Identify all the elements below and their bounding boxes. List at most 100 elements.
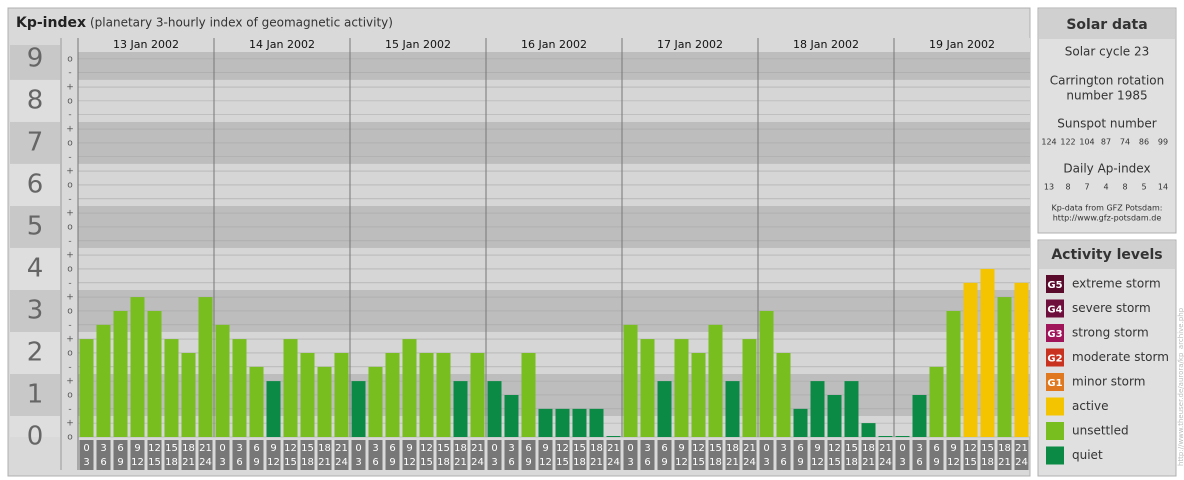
bar bbox=[215, 324, 230, 437]
hour-start: 12 bbox=[284, 443, 297, 454]
chart-subtitle: (planetary 3-hourly index of geomagnetic… bbox=[90, 16, 393, 30]
minor-tick-label: - bbox=[68, 194, 71, 204]
ap-value: 7 bbox=[1084, 183, 1089, 192]
hour-end: 6 bbox=[780, 457, 786, 468]
hour-start: 9 bbox=[134, 443, 140, 454]
hour-start: 0 bbox=[355, 443, 361, 454]
bar bbox=[572, 408, 587, 437]
solar-cycle: Solar cycle 23 bbox=[1065, 45, 1150, 59]
hour-box bbox=[402, 440, 417, 470]
bar bbox=[113, 310, 128, 437]
hour-box bbox=[538, 440, 553, 470]
hour-start: 9 bbox=[678, 443, 684, 454]
bar bbox=[351, 381, 366, 437]
date-label: 16 Jan 2002 bbox=[521, 38, 587, 51]
hour-start: 6 bbox=[253, 443, 259, 454]
hour-end: 6 bbox=[508, 457, 514, 468]
minor-tick-label: - bbox=[68, 404, 71, 414]
hour-start: 0 bbox=[491, 443, 497, 454]
bar bbox=[861, 423, 876, 437]
hour-box bbox=[623, 440, 638, 470]
minor-tick-label: + bbox=[66, 83, 74, 93]
hour-start: 12 bbox=[964, 443, 977, 454]
bar bbox=[623, 324, 638, 437]
legend-label: strong storm bbox=[1072, 326, 1149, 340]
ap-value: 8 bbox=[1065, 183, 1070, 192]
panel-title: Solar data bbox=[1066, 17, 1147, 33]
hour-start: 15 bbox=[165, 443, 178, 454]
minor-tick-label: o bbox=[67, 433, 73, 443]
hour-start: 6 bbox=[797, 443, 803, 454]
minor-tick-label: + bbox=[66, 125, 74, 135]
hour-box bbox=[776, 440, 791, 470]
hour-end: 12 bbox=[131, 457, 144, 468]
date-label: 15 Jan 2002 bbox=[385, 38, 451, 51]
sunspot-value: 104 bbox=[1079, 138, 1094, 147]
legend-swatch bbox=[1046, 324, 1064, 342]
hour-end: 21 bbox=[318, 457, 331, 468]
sunspot-value: 122 bbox=[1060, 138, 1075, 147]
sunspot-value: 74 bbox=[1120, 138, 1130, 147]
hour-start: 3 bbox=[508, 443, 514, 454]
bar bbox=[402, 339, 417, 437]
bar bbox=[96, 324, 111, 437]
minor-tick-label: + bbox=[66, 377, 74, 387]
y-label-band bbox=[10, 79, 60, 122]
hour-box bbox=[96, 440, 111, 470]
hour-end: 24 bbox=[743, 457, 756, 468]
minor-tick-label: o bbox=[67, 222, 73, 232]
panel-header bbox=[1039, 9, 1175, 39]
legend-swatch bbox=[1046, 373, 1064, 391]
hour-start: 3 bbox=[236, 443, 242, 454]
hour-end: 3 bbox=[491, 457, 497, 468]
hour-start: 6 bbox=[117, 443, 123, 454]
hour-box bbox=[827, 440, 842, 470]
y-label-band bbox=[10, 205, 60, 248]
hour-box bbox=[198, 440, 213, 470]
hour-box bbox=[385, 440, 400, 470]
y-tick-label: 8 bbox=[27, 85, 44, 115]
hour-box bbox=[181, 440, 196, 470]
hour-box bbox=[470, 440, 485, 470]
hour-box bbox=[895, 440, 910, 470]
bar bbox=[929, 366, 944, 437]
hour-end: 18 bbox=[301, 457, 314, 468]
hour-end: 9 bbox=[525, 457, 531, 468]
date-label: 14 Jan 2002 bbox=[249, 38, 315, 51]
hour-box bbox=[963, 440, 978, 470]
bar bbox=[181, 352, 196, 437]
hour-start: 9 bbox=[814, 443, 820, 454]
hour-box bbox=[793, 440, 808, 470]
bar bbox=[997, 297, 1012, 437]
hour-box bbox=[555, 440, 570, 470]
hour-box bbox=[300, 440, 315, 470]
hour-box bbox=[419, 440, 434, 470]
bar bbox=[198, 297, 213, 437]
ap-value: 8 bbox=[1122, 183, 1127, 192]
hour-box bbox=[334, 440, 349, 470]
hour-box bbox=[249, 440, 264, 470]
minor-tick-label: o bbox=[67, 54, 73, 64]
hour-start: 3 bbox=[780, 443, 786, 454]
hour-box bbox=[130, 440, 145, 470]
ap-title: Daily Ap-index bbox=[1063, 162, 1150, 176]
legend-badge: G2 bbox=[1047, 354, 1062, 365]
y-label-band bbox=[10, 45, 60, 80]
minor-tick-label: - bbox=[68, 110, 71, 120]
bar bbox=[538, 408, 553, 437]
legend-label: severe storm bbox=[1072, 301, 1151, 315]
hour-box bbox=[759, 440, 774, 470]
y-tick-label: 7 bbox=[27, 127, 44, 157]
bar bbox=[844, 381, 859, 437]
bar bbox=[742, 339, 757, 437]
bar bbox=[1014, 282, 1029, 437]
hour-box bbox=[691, 440, 706, 470]
hour-end: 6 bbox=[100, 457, 106, 468]
hour-start: 15 bbox=[437, 443, 450, 454]
y-label-band bbox=[10, 247, 60, 290]
legend-badge: G3 bbox=[1047, 329, 1062, 340]
hour-start: 6 bbox=[933, 443, 939, 454]
bar bbox=[130, 297, 145, 437]
hour-end: 21 bbox=[726, 457, 739, 468]
hour-start: 6 bbox=[389, 443, 395, 454]
